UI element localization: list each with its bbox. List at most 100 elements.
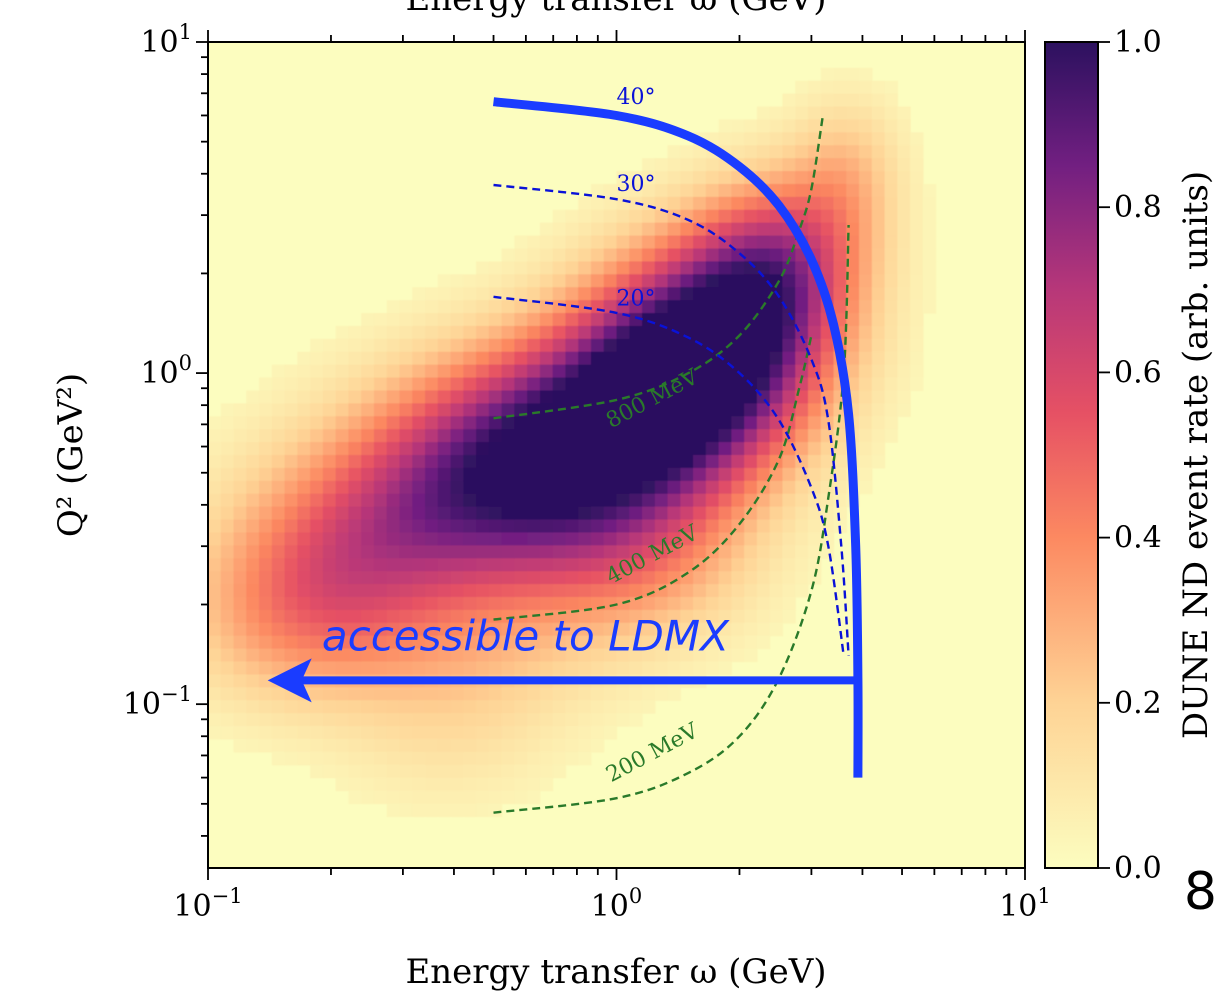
heatmap-cell	[897, 235, 911, 250]
heatmap-cell	[322, 467, 337, 482]
heatmap-cell	[795, 584, 809, 598]
x-axis-label: Energy transfer ω (GeV)	[405, 952, 826, 992]
heatmap-cell	[846, 287, 860, 301]
heatmap-cell	[756, 325, 771, 340]
heatmap-cell	[373, 622, 388, 637]
heatmap-cell	[922, 300, 937, 314]
heatmap-cell	[693, 467, 707, 482]
heatmap-cell	[590, 403, 605, 417]
heatmap-cell	[565, 532, 579, 546]
heatmap-cell	[271, 442, 286, 456]
heatmap-cell	[667, 235, 681, 250]
heatmap-cell	[744, 635, 758, 650]
heatmap-cell	[501, 274, 515, 288]
heatmap-cell	[705, 493, 720, 508]
heatmap-cell	[756, 274, 771, 288]
heatmap-cell	[693, 196, 707, 211]
heatmap-cell	[501, 403, 515, 417]
heatmap-cell	[271, 609, 286, 624]
heatmap-cell	[488, 364, 503, 379]
heatmap-cell	[590, 222, 605, 237]
heatmap-cell	[769, 506, 784, 521]
heatmap-cell	[373, 442, 388, 456]
heatmap-cell	[412, 455, 426, 469]
heatmap-cell	[437, 455, 452, 469]
heatmap-cell	[897, 209, 911, 224]
heatmap-cell	[450, 584, 464, 598]
heatmap-cell	[629, 506, 643, 521]
heatmap-cell	[322, 648, 337, 663]
heatmap-cell	[833, 209, 847, 224]
heatmap-cell	[680, 274, 694, 288]
heatmap-cell	[233, 545, 247, 559]
heatmap-cell	[654, 519, 669, 534]
heatmap-cell	[386, 635, 401, 650]
heatmap-cell	[807, 455, 822, 469]
heatmap-cell	[310, 467, 324, 482]
heatmap-cell	[705, 442, 720, 456]
heatmap-cell	[603, 571, 618, 585]
heatmap-cell	[693, 209, 707, 224]
heatmap-cell	[807, 480, 822, 495]
heatmap-cell	[361, 519, 375, 534]
heatmap-cell	[501, 351, 515, 366]
heatmap-cell	[463, 325, 477, 340]
heatmap-cell	[897, 132, 911, 146]
heatmap-cell	[399, 571, 413, 585]
heatmap-cell	[590, 183, 605, 198]
heatmap-cell	[297, 519, 311, 534]
heatmap-cell	[246, 596, 260, 611]
energy-curve-400MeV	[493, 335, 813, 621]
heatmap-cell	[795, 416, 809, 430]
heatmap-cell	[846, 171, 860, 185]
heatmap-cell	[527, 300, 541, 314]
heatmap-cell	[642, 248, 656, 263]
heatmap-cell	[463, 751, 477, 766]
heatmap-cell	[322, 635, 337, 650]
heatmap-cell	[246, 700, 260, 714]
heatmap-cell	[220, 545, 235, 559]
heatmap-cell	[501, 429, 515, 443]
heatmap-cell	[412, 506, 426, 521]
heatmap-cell	[335, 751, 350, 766]
heatmap-cell	[565, 571, 579, 585]
heatmap-cell	[680, 519, 694, 534]
heatmap-cell	[373, 558, 388, 572]
heatmap-cell	[463, 493, 477, 508]
heatmap-cell	[259, 403, 273, 417]
heatmap-cell	[425, 738, 439, 753]
heatmap-cell	[603, 506, 618, 521]
heatmap-cell	[922, 222, 937, 237]
heatmap-cell	[552, 545, 567, 559]
heatmap-cell	[552, 635, 567, 650]
heatmap-cell	[539, 545, 554, 559]
heatmap-cell	[769, 106, 784, 121]
heatmap-cell	[884, 196, 898, 211]
heatmap-cell	[361, 429, 375, 443]
heatmap-cell	[807, 506, 822, 521]
heatmap-cell	[220, 429, 235, 443]
heatmap-cell	[705, 403, 720, 417]
heatmap-cell	[361, 713, 375, 727]
heatmap-cell	[820, 171, 835, 185]
heatmap-cell	[667, 429, 681, 443]
heatmap-cell	[693, 390, 707, 404]
heatmap-cell	[756, 416, 771, 430]
heatmap-cell	[425, 584, 439, 598]
heatmap-cell	[642, 506, 656, 521]
heatmap-cell	[386, 364, 401, 379]
heatmap-cell	[756, 506, 771, 521]
heatmap-cell	[642, 700, 656, 714]
heatmap-cell	[871, 248, 886, 263]
heatmap-cell	[578, 571, 592, 585]
heatmap-cell	[859, 300, 873, 314]
heatmap-cell	[718, 274, 732, 288]
heatmap-cell	[782, 93, 796, 108]
heatmap-cell	[539, 596, 554, 611]
heatmap-cell	[731, 261, 745, 275]
heatmap-cell	[348, 493, 362, 508]
heatmap-cell	[744, 519, 758, 534]
heatmap-cell	[693, 480, 707, 495]
heatmap-cell	[361, 313, 375, 327]
heatmap-cell	[578, 467, 592, 482]
